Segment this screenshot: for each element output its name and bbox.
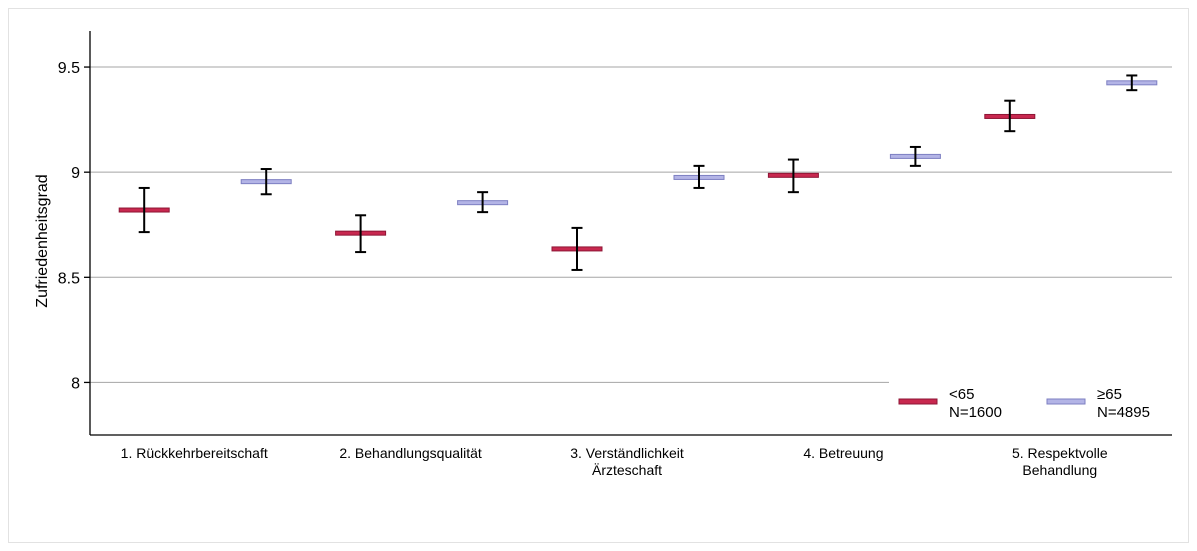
y-tick-label: 9 [71,165,80,182]
error-bar-chart: 8 8.5 9 9.5 Zufriedenheitsgrad 1. Rückkehrb… [34,31,1172,478]
x-tick-label-line: 2. Behandlungsqualität [339,445,482,461]
y-tick-label: 9.5 [58,60,80,77]
x-tick-label: 2. Behandlungsqualität [339,445,482,461]
gridlines [84,66,1172,384]
x-tick-label: 3. Verständlichkeit Ärzteschaft [570,445,684,478]
legend-n-label: N=4895 [1097,404,1150,421]
x-tick-label-line: 3. Verständlichkeit [570,445,684,461]
x-tick-labels: 1. Rückkehrbereitschaft 2. Behandlungsqua… [121,445,1108,478]
x-tick-label: 4. Betreuung [803,445,883,461]
y-tick-labels: 8 8.5 9 9.5 [58,60,80,392]
axes [89,31,1172,436]
legend-label: <65 [949,386,974,403]
legend-label: ≥65 [1097,386,1122,403]
chart-frame: 8 8.5 9 9.5 Zufriedenheitsgrad 1. Rückkehrb… [8,8,1189,543]
x-tick-label-line: 4. Betreuung [803,445,883,461]
data-marks [118,74,1158,271]
y-tick-label: 8 [71,375,80,392]
legend: <65N=1600 ≥65N=4895 [898,386,1150,421]
y-axis-label: Zufriedenheitsgrad [34,174,51,307]
x-tick-label: 5. Respektvolle Behandlung [1012,445,1108,478]
x-tick-label-line: 5. Respektvolle [1012,445,1108,461]
x-tick-label-line: Behandlung [1022,462,1097,478]
x-tick-label: 1. Rückkehrbereitschaft [121,445,268,461]
y-tick-label: 8.5 [58,270,80,287]
legend-n-label: N=1600 [949,404,1002,421]
x-tick-label-line: 1. Rückkehrbereitschaft [121,445,268,461]
legend-swatch [898,398,938,405]
legend-swatch [1046,398,1086,405]
x-tick-label-line: Ärzteschaft [592,462,662,478]
